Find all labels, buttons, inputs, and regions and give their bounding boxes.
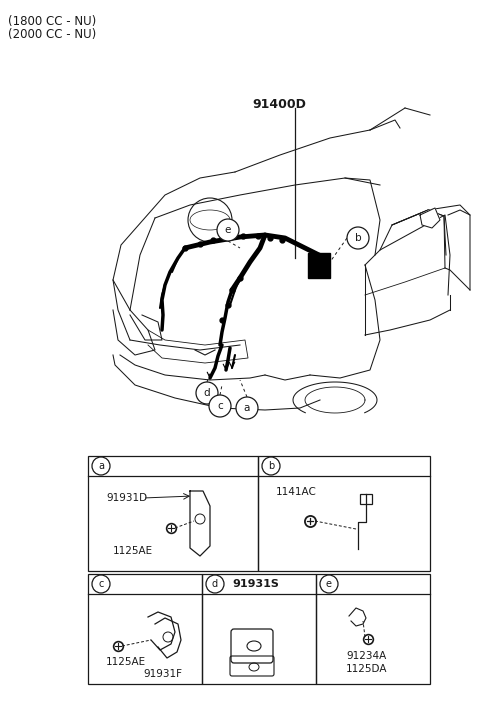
Text: a: a [98,461,104,471]
Text: 91400D: 91400D [252,98,306,111]
Circle shape [92,575,110,593]
Text: 91931F: 91931F [143,669,182,679]
Circle shape [206,575,224,593]
Circle shape [320,575,338,593]
Text: b: b [355,233,361,243]
Circle shape [209,395,231,417]
Circle shape [92,457,110,475]
Circle shape [236,397,258,419]
Bar [202,574,316,684]
Bar [316,574,430,684]
FancyBboxPatch shape [308,253,330,278]
Text: 1141AC: 1141AC [276,487,317,497]
Text: 91234A: 91234A [346,651,386,661]
Text: 1125AE: 1125AE [106,657,146,667]
Polygon shape [420,208,440,228]
Text: (1800 CC - NU): (1800 CC - NU) [8,15,96,28]
Circle shape [217,219,239,241]
Text: c: c [98,579,104,589]
Text: 1125DA: 1125DA [346,664,387,674]
Text: 91931D: 91931D [106,493,147,503]
Text: 1125AE: 1125AE [113,546,153,556]
Text: (2000 CC - NU): (2000 CC - NU) [8,28,96,41]
Text: c: c [217,401,223,411]
Bar [258,456,430,571]
Text: b: b [268,461,274,471]
Bar [360,494,372,504]
Bar [88,456,258,571]
Text: d: d [212,579,218,589]
Text: 91931S: 91931S [232,579,279,589]
Text: e: e [225,225,231,235]
Bar [88,574,202,684]
Text: a: a [244,403,250,413]
Circle shape [196,382,218,404]
Text: e: e [326,579,332,589]
Circle shape [347,227,369,249]
Text: d: d [204,388,210,398]
Circle shape [262,457,280,475]
